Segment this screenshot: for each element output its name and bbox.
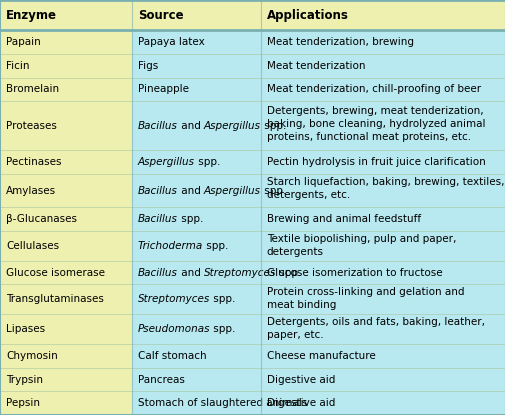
- Bar: [0, 101, 131, 150]
- Text: Applications: Applications: [266, 9, 348, 22]
- Text: Starch liquefaction, baking, brewing, textiles,
detergents, etc.: Starch liquefaction, baking, brewing, te…: [266, 177, 503, 200]
- Bar: [0, 314, 131, 344]
- Bar: [0, 174, 131, 207]
- Bar: [131, 284, 505, 314]
- Text: Meat tenderization, brewing: Meat tenderization, brewing: [266, 37, 413, 47]
- Text: Figs: Figs: [137, 61, 158, 71]
- Text: spp.: spp.: [177, 214, 203, 224]
- Text: Brewing and animal feedstuff: Brewing and animal feedstuff: [266, 214, 420, 224]
- Text: Glucose isomerase: Glucose isomerase: [6, 268, 105, 278]
- Bar: [131, 391, 505, 415]
- Text: and: and: [177, 186, 203, 195]
- Text: Pineapple: Pineapple: [137, 84, 188, 94]
- Bar: [131, 344, 505, 368]
- Bar: [0, 54, 131, 78]
- Text: Meat tenderization, chill-proofing of beer: Meat tenderization, chill-proofing of be…: [266, 84, 480, 94]
- Bar: [0, 207, 131, 231]
- Text: Trypsin: Trypsin: [6, 375, 43, 385]
- Text: and: and: [177, 268, 203, 278]
- Text: Aspergillus: Aspergillus: [203, 121, 260, 131]
- Text: β-Glucanases: β-Glucanases: [6, 214, 77, 224]
- Bar: [0, 78, 131, 101]
- Text: Transglutaminases: Transglutaminases: [6, 294, 104, 304]
- Text: Digestive aid: Digestive aid: [266, 398, 334, 408]
- Bar: [131, 314, 505, 344]
- Text: Textile biopolishing, pulp and paper,
detergents: Textile biopolishing, pulp and paper, de…: [266, 234, 455, 257]
- Text: Ficin: Ficin: [6, 61, 29, 71]
- Text: spp.: spp.: [210, 324, 235, 334]
- Bar: [131, 261, 505, 284]
- Text: Bacillus: Bacillus: [137, 268, 177, 278]
- Bar: [131, 78, 505, 101]
- Bar: [131, 174, 505, 207]
- Text: Bromelain: Bromelain: [6, 84, 59, 94]
- Text: Meat tenderization: Meat tenderization: [266, 61, 365, 71]
- Text: Pancreas: Pancreas: [137, 375, 184, 385]
- Bar: [131, 368, 505, 391]
- Text: Papaya latex: Papaya latex: [137, 37, 204, 47]
- Text: spp.: spp.: [210, 294, 235, 304]
- Bar: [0, 0, 505, 30]
- Text: Enzyme: Enzyme: [6, 9, 57, 22]
- Text: Cheese manufacture: Cheese manufacture: [266, 351, 375, 361]
- Bar: [0, 150, 131, 174]
- Text: Source: Source: [137, 9, 183, 22]
- Text: Pectinases: Pectinases: [6, 157, 62, 167]
- Text: Pectin hydrolysis in fruit juice clarification: Pectin hydrolysis in fruit juice clarifi…: [266, 157, 484, 167]
- Text: spp.: spp.: [194, 157, 220, 167]
- Text: Cellulases: Cellulases: [6, 241, 59, 251]
- Text: Pseudomonas: Pseudomonas: [137, 324, 210, 334]
- Text: and: and: [177, 121, 203, 131]
- Text: spp.: spp.: [275, 268, 300, 278]
- Text: Proteases: Proteases: [6, 121, 57, 131]
- Text: Aspergillus: Aspergillus: [137, 157, 194, 167]
- Bar: [131, 150, 505, 174]
- Text: Pepsin: Pepsin: [6, 398, 40, 408]
- Text: Bacillus: Bacillus: [137, 121, 177, 131]
- Bar: [131, 207, 505, 231]
- Bar: [131, 231, 505, 261]
- Text: Amylases: Amylases: [6, 186, 56, 195]
- Text: Papain: Papain: [6, 37, 41, 47]
- Bar: [0, 368, 131, 391]
- Bar: [0, 30, 131, 54]
- Bar: [0, 391, 131, 415]
- Text: Bacillus: Bacillus: [137, 214, 177, 224]
- Text: Streptomyces: Streptomyces: [137, 294, 210, 304]
- Text: Chymosin: Chymosin: [6, 351, 58, 361]
- Bar: [131, 54, 505, 78]
- Text: Aspergillus: Aspergillus: [203, 186, 260, 195]
- Bar: [0, 284, 131, 314]
- Text: Protein cross-linking and gelation and
meat binding: Protein cross-linking and gelation and m…: [266, 287, 463, 310]
- Text: Streptomyces: Streptomyces: [203, 268, 275, 278]
- Text: Detergents, oils and fats, baking, leather,
paper, etc.: Detergents, oils and fats, baking, leath…: [266, 317, 484, 340]
- Text: spp.: spp.: [203, 241, 228, 251]
- Text: Lipases: Lipases: [6, 324, 45, 334]
- Text: Detergents, brewing, meat tenderization,
baking, bone cleaning, hydrolyzed anima: Detergents, brewing, meat tenderization,…: [266, 106, 484, 142]
- Text: Bacillus: Bacillus: [137, 186, 177, 195]
- Text: Stomach of slaughtered animals: Stomach of slaughtered animals: [137, 398, 306, 408]
- Text: spp.: spp.: [260, 121, 285, 131]
- Text: Glucose isomerization to fructose: Glucose isomerization to fructose: [266, 268, 441, 278]
- Bar: [131, 30, 505, 54]
- Text: Trichoderma: Trichoderma: [137, 241, 203, 251]
- Text: spp.: spp.: [260, 186, 285, 195]
- Bar: [0, 344, 131, 368]
- Text: Calf stomach: Calf stomach: [137, 351, 206, 361]
- Bar: [0, 261, 131, 284]
- Bar: [0, 231, 131, 261]
- Text: Digestive aid: Digestive aid: [266, 375, 334, 385]
- Bar: [131, 101, 505, 150]
